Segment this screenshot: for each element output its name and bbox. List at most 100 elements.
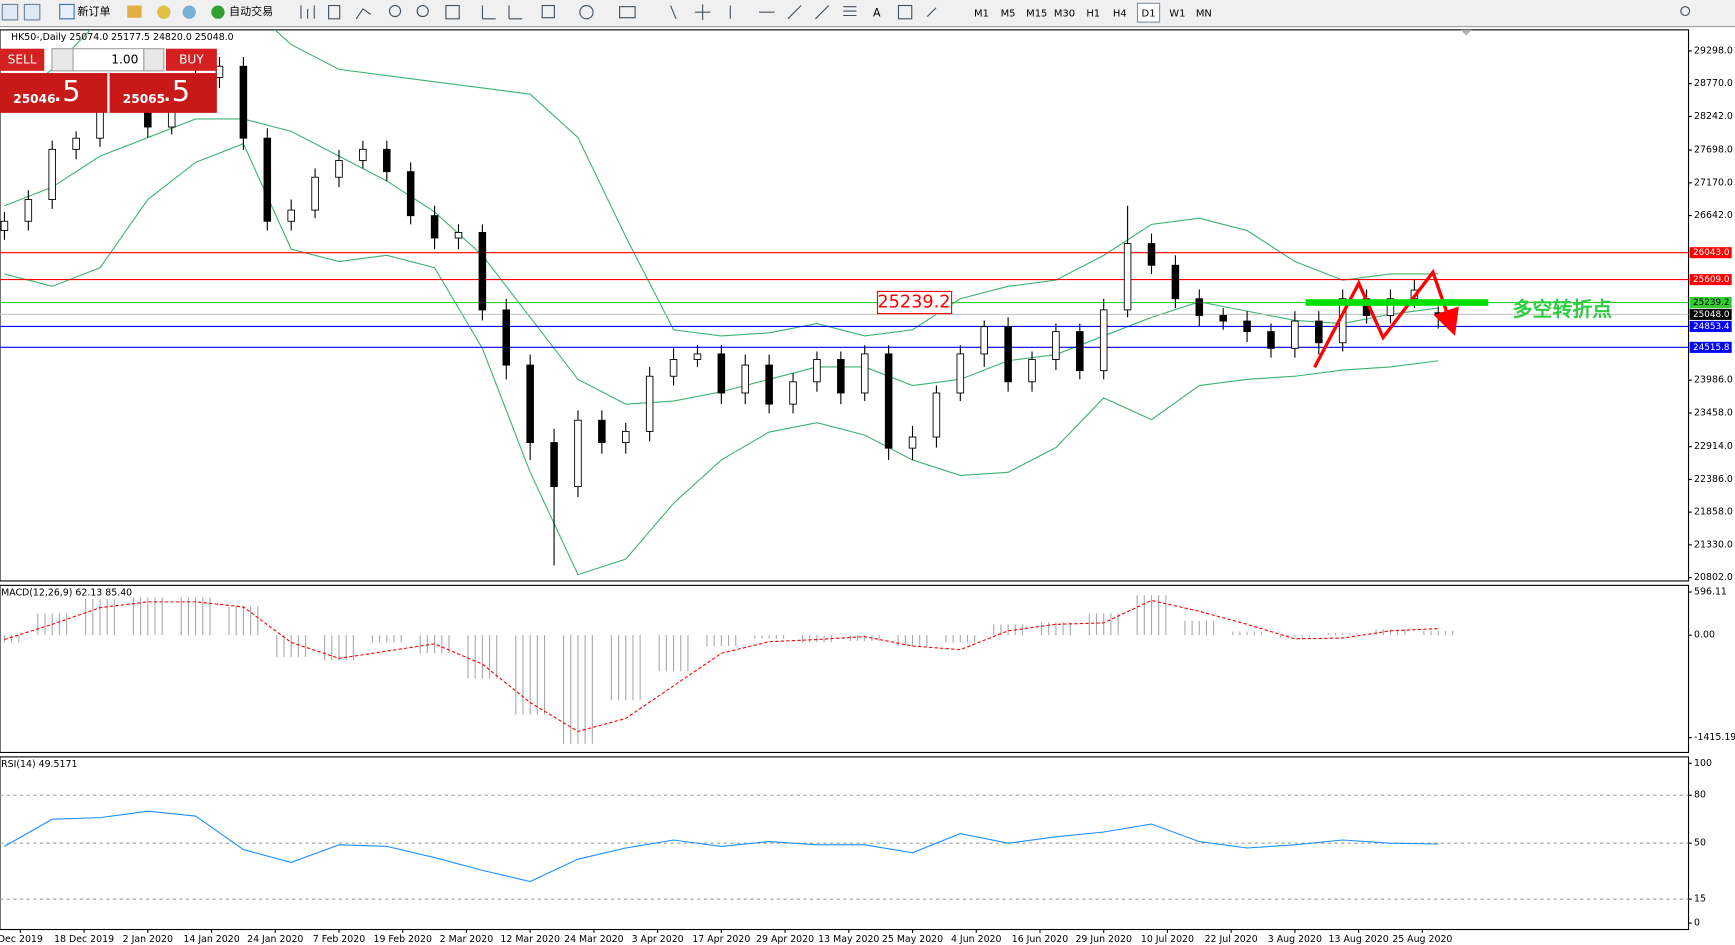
lots-up[interactable] <box>143 48 165 72</box>
lots-value[interactable]: 1.00 <box>111 52 138 66</box>
y-tick-label: 27698.0 <box>1694 145 1733 156</box>
y-tick-label: 21858.0 <box>1694 507 1733 518</box>
candle-body <box>406 171 415 217</box>
y-tick-label: 0 <box>1694 918 1700 929</box>
level-price-label: 25609.0 <box>1693 275 1730 285</box>
sell-label[interactable]: SELL <box>8 52 37 66</box>
candle-body <box>741 364 750 394</box>
candle-body <box>1195 298 1204 316</box>
candle-body <box>1052 331 1060 360</box>
toolbar-icon[interactable] <box>1 3 19 21</box>
candle-body <box>335 160 343 178</box>
candle-body <box>430 215 439 239</box>
y-tick-label: 80 <box>1694 790 1706 801</box>
candle-body <box>980 326 988 355</box>
buy-label[interactable]: BUY <box>179 52 204 66</box>
x-tick-label: 24 Mar 2020 <box>564 934 624 945</box>
level-price-box <box>1689 341 1732 353</box>
active-timeframe-box <box>1136 2 1161 23</box>
new-order-button[interactable]: 新订单 <box>77 4 110 18</box>
level-price-box <box>1689 308 1732 320</box>
auto-trading-icon[interactable] <box>211 5 225 19</box>
x-tick-label: 7 Feb 2020 <box>313 934 365 945</box>
y-tick-label: 22386.0 <box>1694 474 1733 485</box>
bid-price[interactable]: 25046 <box>13 92 55 106</box>
x-tick-label: 12 Mar 2020 <box>500 934 560 945</box>
toolbar-icon[interactable] <box>182 5 196 19</box>
level-price-label: 25048.0 <box>1693 310 1730 320</box>
lots-down[interactable] <box>51 48 74 72</box>
candle-body <box>1267 331 1275 349</box>
timeframe-button[interactable]: M30 <box>1054 8 1075 19</box>
x-tick-label: 16 Jun 2020 <box>1012 934 1069 945</box>
candle-body <box>908 436 917 449</box>
candle-body <box>48 148 56 200</box>
y-tick-label: 23458.0 <box>1694 407 1733 418</box>
level-price-box <box>1689 247 1732 259</box>
candle-body <box>884 353 893 449</box>
candle-body <box>239 65 248 139</box>
toolbar-icon[interactable] <box>157 5 171 19</box>
timeframe-button[interactable]: M15 <box>1026 8 1047 19</box>
level-price-label: 26043.0 <box>1693 248 1730 258</box>
bid-box[interactable] <box>0 73 108 113</box>
y-tick-label: 29298.0 <box>1694 45 1733 56</box>
y-tick-label: 100 <box>1694 758 1712 769</box>
x-tick-label: 4 Jun 2020 <box>951 934 1002 945</box>
x-tick-label: 3 Aug 2020 <box>1268 934 1322 945</box>
timeframe-button[interactable]: H4 <box>1113 8 1127 19</box>
buy-button[interactable] <box>165 48 217 71</box>
candle-body <box>837 359 845 394</box>
level-price-label: 25239.2 <box>1693 298 1730 308</box>
timeframe-button[interactable]: MN <box>1196 8 1212 19</box>
candle-body <box>454 231 463 239</box>
level-price-box <box>1689 320 1732 332</box>
ask-box[interactable] <box>109 73 217 113</box>
timeframe-button[interactable]: M5 <box>1001 8 1016 19</box>
candle-body <box>1147 243 1156 266</box>
y-tick-label: 27170.0 <box>1694 177 1733 188</box>
auto-trading-button[interactable]: 自动交易 <box>229 4 273 18</box>
ask-pips[interactable]: .5 <box>163 74 190 108</box>
candle-body <box>669 359 678 377</box>
turning-level-bar <box>1305 299 1489 306</box>
new-order-icon[interactable] <box>59 3 75 20</box>
x-tick-label: 2 Mar 2020 <box>440 934 494 945</box>
y-tick-label: 596.11 <box>1694 587 1727 598</box>
candle-body <box>598 419 606 444</box>
text-tool-glyph[interactable]: A <box>873 6 881 19</box>
timeframe-button[interactable]: H1 <box>1086 8 1100 19</box>
y-tick-label: 26642.0 <box>1694 210 1733 221</box>
timeframe-button[interactable]: W1 <box>1169 8 1185 19</box>
candle-body <box>383 148 391 173</box>
candle-body <box>693 353 702 360</box>
candle-body <box>789 381 797 405</box>
sell-button[interactable] <box>0 48 45 71</box>
candle-body <box>359 148 367 161</box>
timeframe-button[interactable]: M1 <box>974 8 989 19</box>
x-tick-label: 19 Feb 2020 <box>373 934 431 945</box>
candle-body <box>1315 320 1323 344</box>
level-price-label: 24853.4 <box>1693 322 1730 332</box>
timeframe-button[interactable]: D1 <box>1142 8 1156 19</box>
indicator-title: RSI(14) 49.5171 <box>1 759 77 770</box>
y-tick-label: -1415.19 <box>1694 732 1735 743</box>
ask-price[interactable]: 25065 <box>123 92 165 106</box>
x-tick-label: 25 May 2020 <box>882 934 943 945</box>
x-tick-label: 13 Aug 2020 <box>1329 934 1389 945</box>
bid-pips[interactable]: .5 <box>53 74 80 108</box>
rsi-line <box>4 810 1439 883</box>
y-tick-label: 15 <box>1694 894 1706 905</box>
candle-body <box>621 430 630 444</box>
candle-body <box>72 137 80 150</box>
toolbar-icon[interactable] <box>127 5 142 18</box>
zigzag-drawing <box>1313 268 1459 369</box>
x-tick-label: 14 Jan 2020 <box>183 934 239 945</box>
toolbar-tools[interactable] <box>300 4 1691 20</box>
toolbar-icon[interactable] <box>23 3 41 21</box>
y-tick-label: 28242.0 <box>1694 111 1733 122</box>
y-tick-label: 21330.0 <box>1694 539 1733 550</box>
annotation-label: 25239.2 <box>877 293 950 313</box>
x-tick-label: 25 Aug 2020 <box>1392 934 1452 945</box>
